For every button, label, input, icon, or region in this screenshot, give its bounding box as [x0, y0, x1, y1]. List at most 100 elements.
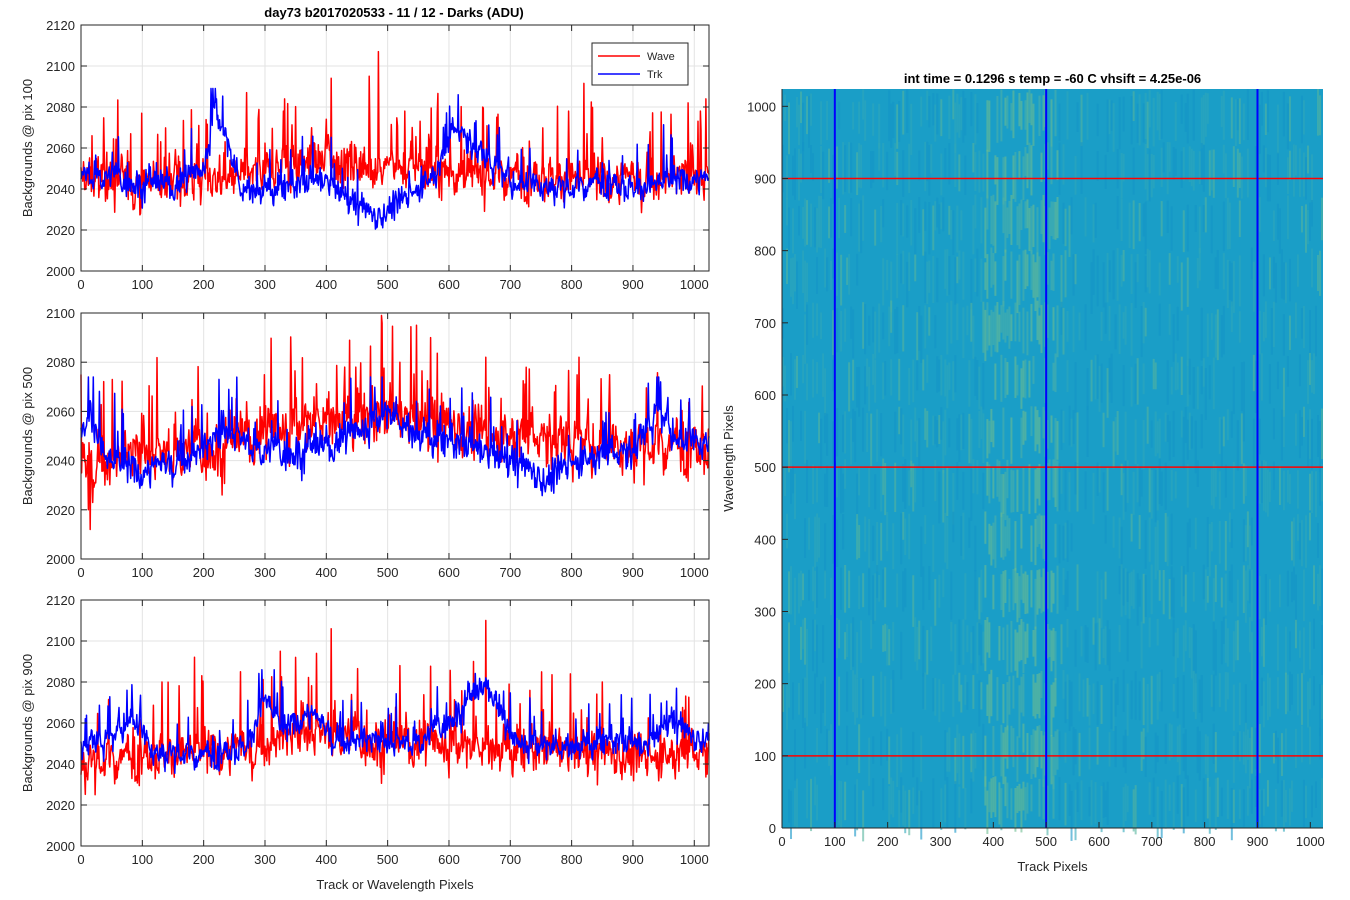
- heatmap-texture-cell: [988, 464, 991, 504]
- heatmap-texture-cell: [1138, 579, 1141, 607]
- heatmap-texture-cell: [808, 517, 811, 550]
- heatmap-texture-cell: [918, 418, 921, 467]
- series-line-trk: [80, 376, 710, 497]
- heatmap-texture-cell: [1086, 405, 1089, 457]
- heatmap-texture-cell: [1298, 410, 1301, 459]
- heatmap-texture-cell: [1160, 90, 1163, 139]
- heatmap-texture-cell: [830, 197, 833, 238]
- heatmap-texture-cell: [1306, 681, 1309, 728]
- heatmap-texture-cell: [1052, 627, 1055, 661]
- heatmap-texture-cell: [952, 511, 955, 543]
- heatmap-texture-cell: [978, 619, 981, 656]
- heatmap-texture-cell: [816, 624, 819, 678]
- heatmap-texture-cell: [1094, 623, 1097, 671]
- heatmap-texture-cell: [1282, 262, 1285, 300]
- heatmap-texture-cell: [890, 300, 893, 333]
- heatmap-texture-cell: [950, 300, 953, 344]
- heatmap-texture-cell: [922, 673, 925, 709]
- heatmap-texture-cell: [1106, 99, 1109, 152]
- heatmap-texture-cell: [1076, 564, 1079, 611]
- heatmap-texture-cell: [962, 90, 965, 143]
- heatmap-texture-cell: [1290, 521, 1293, 561]
- heatmap-texture-cell: [1004, 249, 1007, 281]
- heatmap-texture-cell: [1140, 470, 1143, 497]
- heatmap-texture-cell: [786, 155, 789, 200]
- heatmap-texture-cell: [1166, 414, 1169, 442]
- heatmap-texture-cell: [1124, 783, 1127, 821]
- heatmap-texture-cell: [1180, 262, 1183, 311]
- y-tick-label: 2020: [46, 798, 75, 813]
- heatmap-texture-cell: [1050, 415, 1053, 443]
- heatmap-texture-cell: [1182, 733, 1185, 772]
- heatmap-texture-cell: [1134, 785, 1137, 835]
- heatmap-texture-cell: [1098, 464, 1101, 493]
- heatmap-texture-cell: [1306, 419, 1309, 468]
- heatmap-texture-cell: [1146, 101, 1149, 149]
- heatmap-texture-cell: [1262, 311, 1265, 342]
- heatmap-texture-cell: [1148, 148, 1151, 202]
- heatmap-texture-cell: [1198, 247, 1201, 281]
- heatmap-texture-cell: [1088, 684, 1091, 726]
- heatmap-texture-cell: [1321, 464, 1323, 502]
- heatmap-texture-cell: [1026, 92, 1029, 145]
- heatmap-texture-cell: [1194, 673, 1197, 720]
- heatmap-texture-cell: [1284, 626, 1287, 675]
- heatmap-texture-cell: [1260, 790, 1263, 828]
- heatmap-texture-cell: [996, 302, 999, 353]
- heatmap-texture-cell: [1104, 571, 1107, 600]
- heatmap-texture-cell: [1004, 200, 1007, 253]
- heatmap-texture-cell: [1188, 412, 1191, 450]
- heatmap-texture-cell: [908, 368, 911, 406]
- heatmap-texture-cell: [1194, 630, 1197, 683]
- heatmap-texture-cell: [806, 459, 809, 503]
- heatmap-texture-cell: [1242, 519, 1245, 562]
- heatmap-texture-cell: [954, 257, 957, 305]
- heatmap-texture-cell: [1012, 728, 1015, 768]
- heatmap-texture-cell: [960, 684, 963, 713]
- heatmap-texture-cell: [922, 359, 925, 391]
- heatmap-texture-cell: [1108, 357, 1111, 393]
- heatmap-texture-cell: [1056, 421, 1059, 460]
- heatmap-texture-cell: [1194, 517, 1197, 550]
- heatmap-texture-cell: [1026, 254, 1029, 287]
- heatmap-texture-cell: [1056, 150, 1059, 181]
- heatmap-texture-cell: [992, 194, 995, 246]
- heatmap-texture-cell: [1124, 729, 1127, 774]
- heatmap-texture-cell: [1302, 305, 1305, 349]
- heatmap-texture-cell: [820, 145, 823, 194]
- heatmap-texture-cell: [832, 248, 835, 279]
- heatmap-texture-cell: [1294, 574, 1297, 623]
- heatmap-texture-cell: [1252, 261, 1255, 312]
- heatmap-texture-cell: [1156, 674, 1159, 720]
- heatmap-texture-cell: [872, 103, 875, 136]
- heatmap-texture-cell: [872, 150, 875, 183]
- heatmap-texture-cell: [928, 202, 931, 255]
- heatmap-texture-cell: [928, 96, 931, 128]
- heatmap-texture-cell: [1014, 356, 1017, 398]
- heatmap-texture-cell: [1172, 577, 1175, 619]
- heatmap-texture-cell: [982, 301, 985, 353]
- heatmap-texture-cell: [892, 101, 895, 139]
- heatmap-texture-cell: [1214, 564, 1217, 602]
- heatmap-texture-cell: [962, 735, 965, 789]
- heatmap-texture-cell: [982, 631, 985, 664]
- heatmap-texture-cell: [1146, 154, 1149, 201]
- heatmap-texture-cell: [1246, 511, 1249, 548]
- heatmap-texture-cell: [956, 418, 959, 451]
- heatmap-texture-cell: [1258, 310, 1261, 355]
- heatmap-texture-cell: [848, 253, 851, 295]
- heatmap-texture-cell: [890, 359, 893, 396]
- heatmap-texture-cell: [840, 254, 843, 306]
- heatmap-texture-cell: [842, 514, 845, 550]
- heatmap-texture-cell: [1002, 732, 1005, 785]
- heatmap-texture-cell: [954, 143, 957, 188]
- heatmap-texture-cell: [868, 737, 871, 786]
- heatmap-texture-cell: [1136, 254, 1139, 283]
- heatmap-texture-cell: [928, 144, 931, 196]
- heatmap-texture-cell: [1218, 471, 1221, 510]
- heatmap-texture-cell: [1150, 564, 1153, 615]
- heatmap-texture-cell: [1254, 775, 1257, 807]
- heatmap-texture-cell: [1050, 570, 1053, 613]
- heatmap-texture-cell: [1214, 778, 1217, 830]
- heatmap-texture-cell: [1142, 419, 1145, 470]
